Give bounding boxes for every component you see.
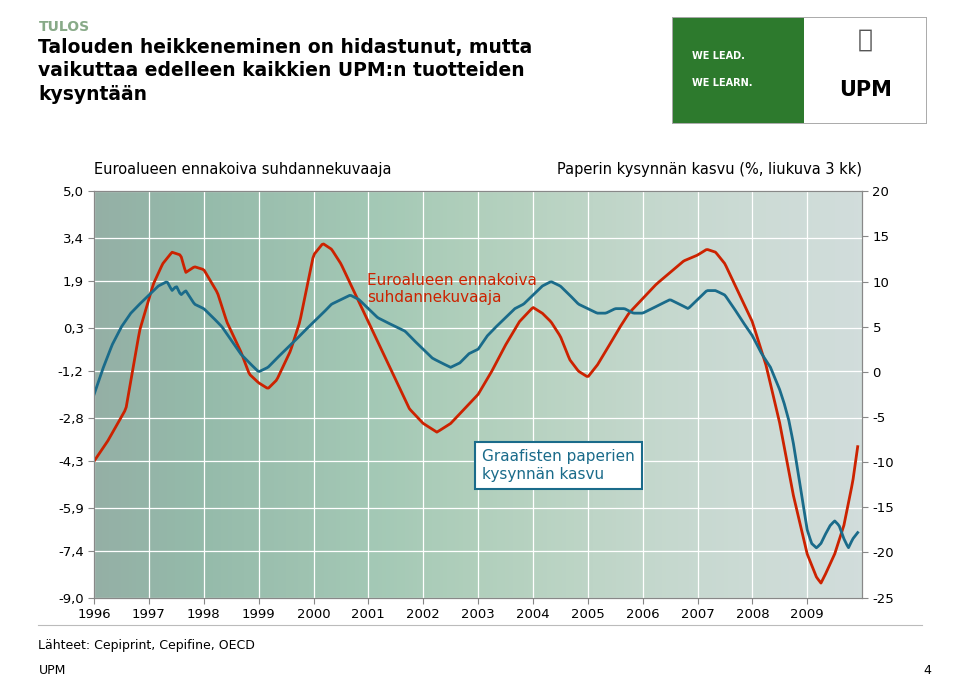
Text: 🦅: 🦅: [858, 28, 873, 52]
Text: UPM: UPM: [839, 80, 892, 100]
Text: WE LEARN.: WE LEARN.: [692, 79, 753, 89]
Text: kysyntään: kysyntään: [38, 85, 148, 104]
Text: vaikuttaa edelleen kaikkien UPM:n tuotteiden: vaikuttaa edelleen kaikkien UPM:n tuotte…: [38, 61, 525, 81]
Text: Euroalueen ennakoiva
suhdannekuvaaja: Euroalueen ennakoiva suhdannekuvaaja: [367, 273, 537, 305]
Text: Talouden heikkeneminen on hidastunut, mutta: Talouden heikkeneminen on hidastunut, mu…: [38, 38, 533, 57]
Text: TULOS: TULOS: [38, 20, 89, 34]
Text: 4: 4: [924, 664, 931, 677]
Text: Euroalueen ennakoiva suhdannekuvaaja: Euroalueen ennakoiva suhdannekuvaaja: [94, 162, 392, 177]
Text: WE LEAD.: WE LEAD.: [692, 51, 745, 61]
Text: UPM: UPM: [38, 664, 66, 677]
Bar: [672, 17, 804, 123]
Text: Paperin kysynnän kasvu (%, liukuva 3 kk): Paperin kysynnän kasvu (%, liukuva 3 kk): [557, 162, 862, 177]
Text: Graafisten paperien
kysynnän kasvu: Graafisten paperien kysynnän kasvu: [482, 449, 635, 482]
Text: Lähteet: Cepiprint, Cepifine, OECD: Lähteet: Cepiprint, Cepifine, OECD: [38, 639, 255, 652]
